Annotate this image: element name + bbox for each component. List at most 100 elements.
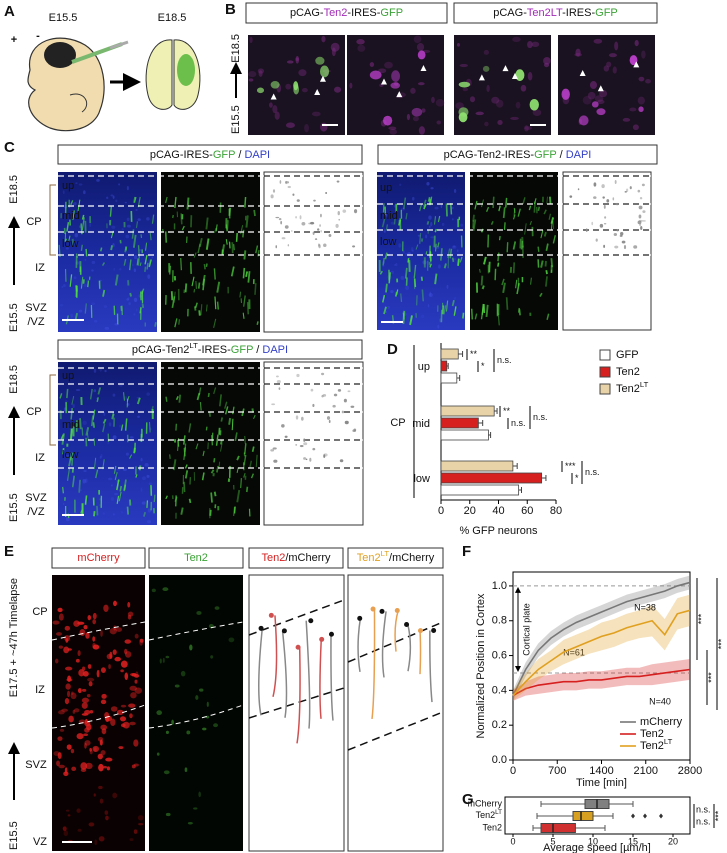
cell: [275, 245, 278, 249]
cell: [93, 511, 96, 517]
cell: [126, 298, 130, 301]
title-box: [248, 547, 344, 569]
cell: [133, 297, 138, 303]
cell: [200, 304, 203, 316]
cell: [58, 710, 65, 715]
text-segment: GFP: [534, 149, 556, 161]
bar: [440, 472, 543, 484]
cell: [91, 302, 95, 306]
cell: [629, 55, 638, 66]
cell: [81, 217, 85, 231]
cell-soma: [379, 608, 385, 614]
panel-title: pCAG-Ten2-IRES-GFP / DAPI: [444, 149, 592, 161]
cell: [144, 462, 149, 467]
cell: [271, 403, 276, 406]
cell: [410, 87, 416, 94]
cell: [228, 637, 235, 643]
panel-label: D: [387, 341, 398, 358]
cell: [108, 422, 112, 427]
cell: [193, 306, 197, 311]
cell-soma: [417, 628, 423, 634]
cell: [451, 300, 455, 307]
cell: [531, 41, 540, 47]
cell: [78, 309, 83, 313]
cell: [319, 224, 321, 228]
cell: [537, 206, 541, 211]
cell: [141, 303, 145, 309]
cell: [214, 227, 217, 234]
y-tick-label: 0.6: [492, 649, 507, 661]
cell: [399, 183, 402, 187]
cell: [193, 807, 198, 810]
cell: [413, 264, 417, 278]
cell: [540, 260, 544, 268]
cell: [546, 313, 550, 320]
cell: [66, 221, 70, 232]
cell: [449, 248, 453, 259]
cell: [65, 517, 70, 522]
cell: [479, 268, 481, 273]
cell: [382, 261, 385, 264]
cell: [133, 739, 139, 747]
cell: [400, 293, 403, 303]
stage-label: E18.5: [158, 12, 187, 24]
cell: [218, 461, 221, 468]
zone-boundary: [248, 687, 345, 719]
cell: [70, 408, 73, 420]
cell: [97, 753, 103, 760]
cell: [292, 193, 295, 196]
cell: [92, 636, 96, 642]
cell: [162, 657, 165, 663]
cell: [139, 249, 142, 252]
cell: [480, 275, 484, 286]
cell: [602, 196, 605, 199]
cell: [90, 415, 94, 427]
significance-label: *: [481, 361, 485, 371]
cell: [72, 709, 76, 714]
cell: [133, 196, 137, 204]
cell: [517, 208, 521, 217]
stage-label: E15.5: [8, 493, 20, 522]
zone-boundary: [148, 704, 244, 729]
significance-label: n.s.: [696, 816, 711, 826]
cell: [469, 96, 476, 103]
cell: [93, 457, 97, 470]
group-label: CP: [390, 417, 405, 429]
cell: [483, 49, 490, 55]
cell-soma: [319, 636, 325, 642]
cell: [497, 119, 503, 126]
cell: [434, 273, 438, 285]
cell: [139, 638, 144, 643]
cell: [98, 785, 103, 790]
panel-title: pCAG-IRES-GFP / DAPI: [150, 149, 270, 161]
panel-label: G: [462, 791, 474, 808]
cell: [453, 188, 457, 194]
title-box: [51, 547, 146, 569]
text-segment: DAPI: [262, 344, 288, 356]
cell: [295, 215, 298, 219]
arrowhead: [381, 78, 388, 85]
cell: [100, 699, 107, 705]
zone-boundary: [248, 599, 345, 636]
cell: [71, 691, 74, 695]
significance-label: n.s.: [511, 418, 526, 428]
cell: [443, 263, 447, 269]
cell: [545, 270, 548, 275]
cell: [527, 72, 533, 81]
text-segment: /mCherry: [285, 552, 331, 564]
cell: [299, 215, 302, 220]
cell: [147, 508, 152, 513]
cell: [63, 830, 69, 837]
cell: [171, 214, 175, 219]
series-line: [512, 581, 691, 696]
cell: [70, 313, 74, 318]
arrowhead: [597, 85, 604, 92]
panel-label: E: [4, 543, 14, 560]
cell: [195, 280, 197, 289]
cell: [253, 209, 256, 217]
cell: [621, 240, 626, 244]
cell: [313, 199, 316, 202]
cell: [65, 454, 70, 458]
cell: [230, 266, 235, 277]
text-segment: -IRES-: [562, 7, 595, 19]
